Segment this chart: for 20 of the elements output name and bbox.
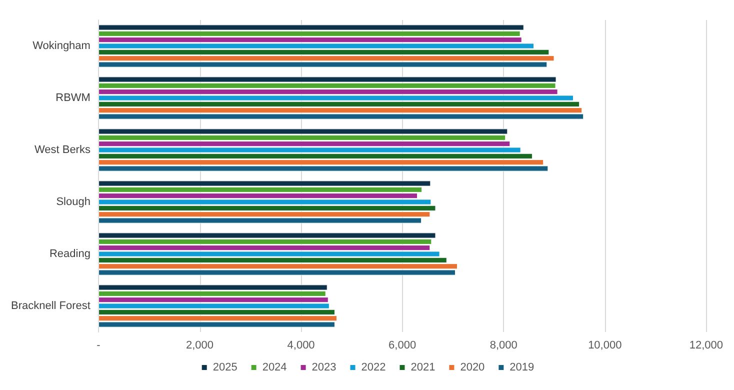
y-tick-label: Bracknell Forest (10, 300, 90, 312)
y-tick-label: Reading (49, 248, 90, 260)
y-tick-label: Slough (56, 196, 90, 208)
legend-label: 2025 (212, 362, 238, 374)
x-tick-label: 10,000 (588, 340, 622, 352)
x-tick-label: 2,000 (186, 340, 214, 352)
x-tick-label: 8,000 (490, 340, 518, 352)
legend-label: 2021 (410, 362, 436, 374)
x-tick-label: 6,000 (388, 340, 416, 352)
x-tick-label: 4,000 (287, 340, 315, 352)
legend-label: 2024 (262, 362, 287, 374)
y-tick-label: RBWM (56, 92, 90, 104)
x-tick-label: - (96, 340, 101, 352)
legend-label: 2023 (312, 362, 336, 374)
legend-label: 2022 (361, 362, 386, 374)
y-tick-label: West Berks (34, 144, 91, 156)
x-tick-label: 12,000 (689, 340, 724, 352)
y-tick-label: Wokingham (32, 40, 90, 52)
legend-label: 2020 (460, 362, 485, 374)
legend-label: 2019 (510, 362, 534, 374)
